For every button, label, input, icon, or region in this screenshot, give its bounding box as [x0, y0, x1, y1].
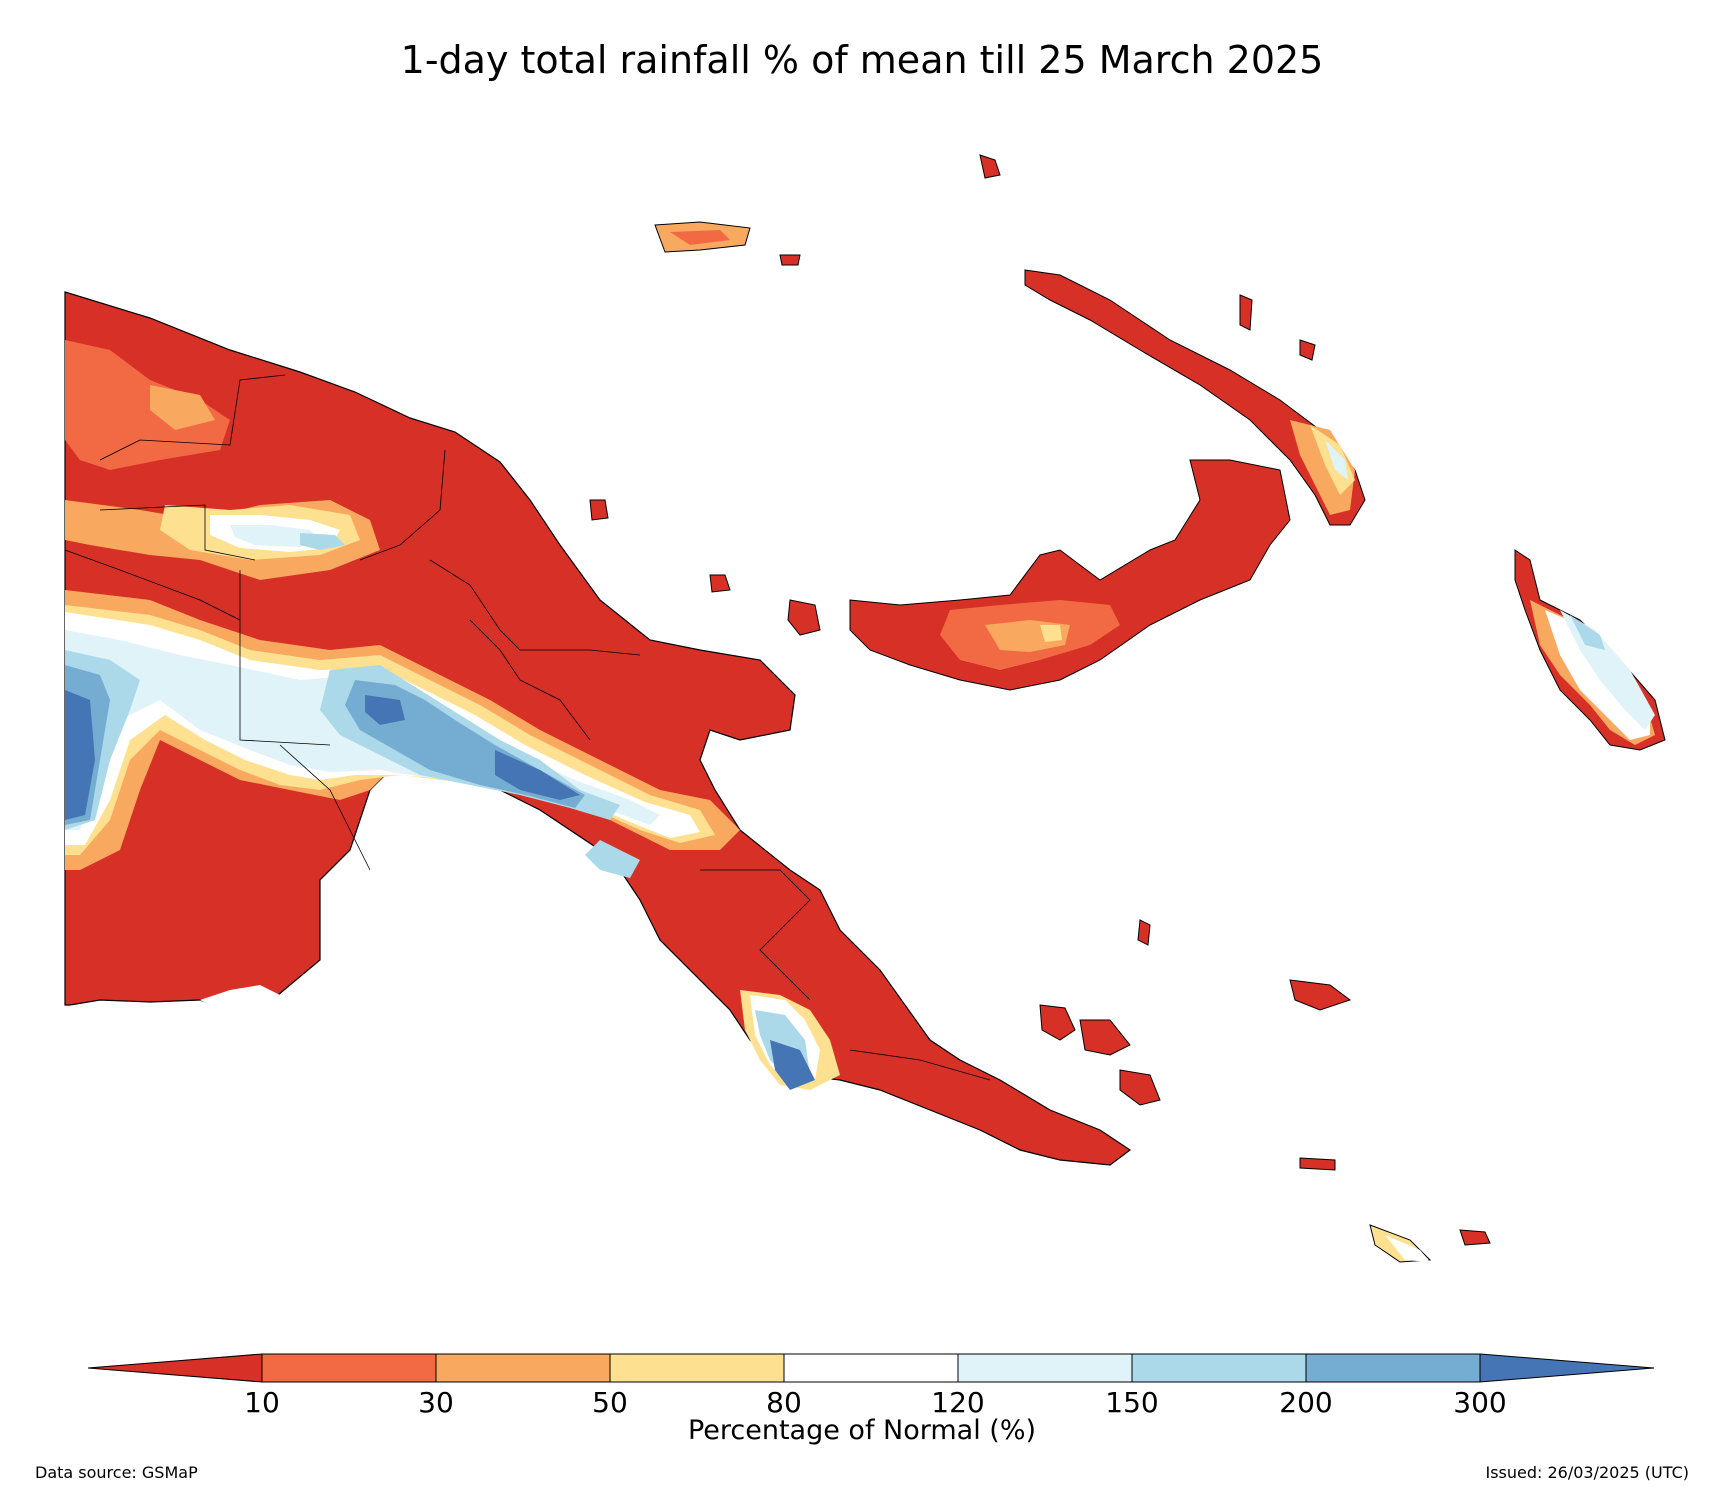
colorbar-extend-high [1479, 1353, 1655, 1383]
data-source: Data source: GSMaP [35, 1463, 198, 1482]
colorbar-tick: 10 [244, 1386, 280, 1419]
colorbar-bin-10-30 [261, 1353, 437, 1383]
mainland-png [64, 291, 1132, 1166]
colorbar-extend-low [87, 1353, 263, 1383]
colorbar-bin-200-300 [1305, 1353, 1481, 1383]
colorbar-tick: 30 [418, 1386, 454, 1419]
colorbar-bin-30-50 [435, 1353, 611, 1383]
colorbar-tick: 120 [931, 1386, 985, 1419]
colorbar-bin-120-150 [957, 1353, 1133, 1383]
manus-island [654, 221, 801, 266]
new-britain [589, 459, 1291, 691]
colorbar-tick: 150 [1105, 1386, 1159, 1419]
new-ireland [979, 154, 1366, 526]
colorbar-bin-50-80 [609, 1353, 785, 1383]
issued-date: Issued: 26/03/2025 (UTC) [1485, 1463, 1689, 1482]
milne-bay-islands [1039, 919, 1491, 1263]
colorbar-tick: 50 [592, 1386, 628, 1419]
colorbar-tick: 80 [766, 1386, 802, 1419]
bougainville [1514, 549, 1666, 751]
colorbar-tick: 300 [1453, 1386, 1507, 1419]
colorbar-bin-150-200 [1131, 1353, 1307, 1383]
colorbar-bin-80-120 [783, 1353, 959, 1383]
colorbar-label: Percentage of Normal (%) [687, 1415, 1037, 1446]
map-title: 1-day total rainfall % of mean till 25 M… [400, 38, 1324, 82]
colorbar-tick: 200 [1279, 1386, 1333, 1419]
